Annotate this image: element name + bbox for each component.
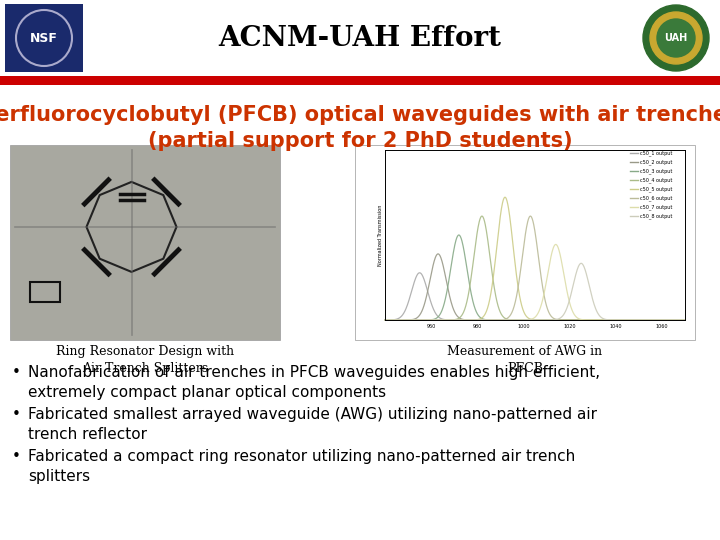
Text: Nanofabrication of air trenches in PFCB waveguides enables high efficient,
extre: Nanofabrication of air trenches in PFCB …	[28, 365, 600, 400]
Text: c50_3 output: c50_3 output	[640, 168, 672, 174]
Text: ACNM-UAH Effort: ACNM-UAH Effort	[218, 24, 502, 51]
Circle shape	[643, 5, 709, 71]
Text: 1060: 1060	[656, 324, 668, 329]
Circle shape	[650, 12, 702, 64]
Text: Fabricated a compact ring resonator utilizing nano-patterned air trench
splitter: Fabricated a compact ring resonator util…	[28, 449, 575, 484]
Text: Normalized Transmission: Normalized Transmission	[377, 204, 382, 266]
Text: c50_6 output: c50_6 output	[640, 195, 672, 201]
Text: 1020: 1020	[563, 324, 576, 329]
Text: 1000: 1000	[517, 324, 530, 329]
Text: Fabricated smallest arrayed waveguide (AWG) utilizing nano-patterned air
trench : Fabricated smallest arrayed waveguide (A…	[28, 407, 597, 442]
Text: c50_4 output: c50_4 output	[640, 177, 672, 183]
Bar	[0, 76, 720, 85]
Text: •: •	[12, 407, 21, 422]
Bar	[355, 145, 695, 340]
Text: UAH: UAH	[665, 33, 688, 43]
Bar	[10, 145, 280, 340]
Circle shape	[16, 10, 72, 66]
Bar	[30, 281, 60, 301]
Text: Perfluorocyclobutyl (PFCB) optical waveguides with air trenches
(partial support: Perfluorocyclobutyl (PFCB) optical waveg…	[0, 105, 720, 151]
Text: 1040: 1040	[610, 324, 622, 329]
Circle shape	[657, 19, 695, 57]
Text: c50_5 output: c50_5 output	[640, 186, 672, 192]
Text: •: •	[12, 449, 21, 464]
Text: c50_2 output: c50_2 output	[640, 159, 672, 165]
Text: c50_7 output: c50_7 output	[640, 204, 672, 210]
Text: •: •	[12, 365, 21, 380]
Text: NSF: NSF	[30, 31, 58, 44]
Text: Ring Resonator Design with
Air Trench Splitters: Ring Resonator Design with Air Trench Sp…	[56, 345, 234, 375]
Text: 960: 960	[426, 324, 436, 329]
Bar	[5, 4, 83, 72]
Text: c50_8 output: c50_8 output	[640, 213, 672, 219]
Text: Measurement of AWG in
PFCB: Measurement of AWG in PFCB	[447, 345, 603, 375]
Text: c50_1 output: c50_1 output	[640, 150, 672, 156]
Text: 980: 980	[473, 324, 482, 329]
